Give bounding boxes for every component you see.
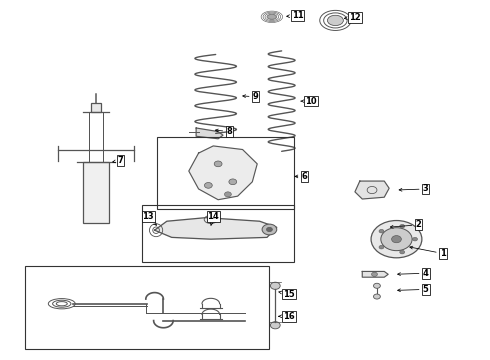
Circle shape [373, 294, 380, 299]
Text: 11: 11 [287, 11, 304, 20]
Polygon shape [355, 181, 389, 199]
Polygon shape [155, 218, 277, 239]
Circle shape [214, 161, 222, 167]
Text: 7: 7 [113, 156, 123, 165]
Text: 15: 15 [279, 289, 295, 298]
Bar [91, 103, 101, 112]
Text: 13: 13 [143, 212, 156, 225]
Text: 12: 12 [344, 13, 361, 22]
Text: 8: 8 [216, 127, 232, 136]
Text: 5: 5 [398, 285, 429, 294]
Circle shape [379, 246, 384, 249]
Text: 14: 14 [207, 212, 219, 225]
Bar [157, 137, 294, 209]
Circle shape [381, 228, 412, 251]
Text: 1: 1 [410, 246, 446, 258]
Polygon shape [362, 271, 388, 277]
Bar [25, 266, 270, 348]
Circle shape [413, 237, 417, 241]
Text: 6: 6 [295, 172, 308, 181]
Circle shape [392, 235, 401, 243]
Circle shape [229, 179, 237, 185]
Circle shape [400, 224, 405, 228]
Bar [82, 162, 109, 223]
Circle shape [379, 229, 384, 233]
Circle shape [262, 224, 277, 235]
Bar [143, 205, 294, 262]
Text: 10: 10 [301, 96, 317, 105]
Circle shape [224, 192, 231, 197]
Circle shape [373, 283, 380, 288]
Circle shape [204, 183, 212, 188]
Circle shape [267, 227, 272, 231]
Text: 4: 4 [398, 269, 429, 278]
Text: 9: 9 [243, 92, 259, 101]
Text: 3: 3 [399, 184, 429, 193]
Ellipse shape [268, 14, 276, 19]
Circle shape [371, 221, 422, 258]
Text: 2: 2 [391, 220, 421, 229]
Ellipse shape [328, 15, 343, 26]
Circle shape [270, 321, 280, 329]
Polygon shape [189, 146, 257, 200]
Circle shape [270, 282, 280, 289]
Polygon shape [196, 128, 223, 139]
Circle shape [371, 272, 377, 276]
Circle shape [400, 250, 405, 254]
Text: 16: 16 [279, 312, 295, 321]
